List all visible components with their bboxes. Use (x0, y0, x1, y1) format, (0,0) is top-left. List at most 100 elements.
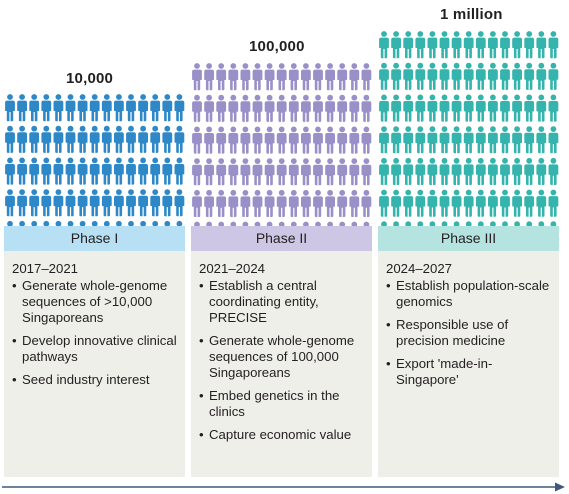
person-icon (301, 189, 311, 217)
person-icon (17, 189, 27, 217)
person-icon (325, 94, 335, 122)
person-icon (488, 62, 498, 90)
person-icon (451, 94, 462, 122)
person-icon (276, 189, 287, 217)
person-icon (451, 157, 462, 185)
person-icon (77, 94, 88, 122)
person-icon (138, 189, 148, 217)
person-icon (391, 189, 401, 217)
person-icon (403, 62, 414, 90)
person-icon (288, 63, 299, 91)
person-icon (488, 126, 498, 154)
person-icon (463, 189, 474, 217)
person-icon (228, 189, 239, 217)
phase-3-people (378, 30, 559, 252)
person-icon (379, 189, 389, 217)
person-icon (536, 189, 547, 217)
person-icon (524, 157, 535, 185)
person-icon (5, 125, 15, 153)
person-icon (216, 94, 227, 122)
phase-2-item: Establish a central coordinating entity,… (199, 278, 366, 326)
person-icon (349, 94, 360, 122)
person-icon (325, 63, 335, 91)
person-icon (17, 94, 27, 122)
person-icon (276, 126, 287, 154)
person-icon (403, 126, 414, 154)
person-icon (240, 94, 251, 122)
person-icon (512, 94, 522, 122)
person-icon (65, 94, 76, 122)
person-icon (500, 189, 510, 217)
person-icon (463, 157, 474, 185)
person-icon (204, 158, 214, 186)
person-icon (29, 94, 40, 122)
person-icon (53, 125, 64, 153)
person-icon (114, 125, 124, 153)
person-icon (463, 126, 474, 154)
person-icon (512, 126, 522, 154)
person-icon (126, 94, 136, 122)
person-icon (548, 126, 559, 154)
person-icon (524, 94, 535, 122)
person-icon (150, 94, 161, 122)
person-icon (101, 125, 112, 153)
person-icon (240, 126, 251, 154)
person-icon (89, 189, 100, 217)
person-icon (415, 189, 426, 217)
person-icon (162, 94, 173, 122)
person-icon (252, 63, 263, 91)
person-icon (439, 189, 450, 217)
person-icon (512, 31, 522, 59)
phase-3-years: 2024–2027 (386, 261, 453, 276)
person-icon (216, 189, 227, 217)
person-icon (65, 189, 76, 217)
person-icon (361, 63, 372, 91)
person-icon (192, 63, 202, 91)
person-icon (276, 158, 287, 186)
person-icon (415, 31, 426, 59)
person-icon (138, 157, 148, 185)
person-icon (451, 126, 462, 154)
person-icon (536, 157, 547, 185)
person-icon (439, 94, 450, 122)
person-icon (29, 125, 40, 153)
person-icon (228, 94, 239, 122)
person-icon (439, 157, 450, 185)
person-icon (17, 125, 27, 153)
person-icon (439, 62, 450, 90)
person-icon (5, 189, 15, 217)
person-icon (427, 126, 438, 154)
person-icon (41, 94, 52, 122)
person-icon (475, 126, 486, 154)
person-icon (162, 125, 173, 153)
person-icon (536, 31, 547, 59)
person-icon (41, 157, 52, 185)
person-icon (379, 157, 389, 185)
phase-2-header: Phase II (191, 226, 372, 251)
person-icon (524, 189, 535, 217)
person-icon (174, 94, 185, 122)
person-icon (301, 94, 311, 122)
person-icon (264, 126, 275, 154)
person-icon (403, 189, 414, 217)
person-icon (337, 189, 348, 217)
person-icon (192, 158, 202, 186)
person-icon (325, 126, 335, 154)
person-icon (548, 157, 559, 185)
person-icon (475, 94, 486, 122)
person-icon (379, 94, 389, 122)
phase-3-items: Establish population-scale genomics Resp… (386, 278, 553, 388)
person-icon (337, 63, 348, 91)
person-icon (114, 157, 124, 185)
person-icon (379, 126, 389, 154)
person-icon (29, 189, 40, 217)
person-icon (17, 157, 27, 185)
person-icon (216, 126, 227, 154)
person-icon (276, 94, 287, 122)
person-icon (192, 189, 202, 217)
person-icon (77, 157, 88, 185)
person-icon (240, 189, 251, 217)
person-icon (475, 31, 486, 59)
person-icon (313, 94, 323, 122)
person-icon (463, 94, 474, 122)
